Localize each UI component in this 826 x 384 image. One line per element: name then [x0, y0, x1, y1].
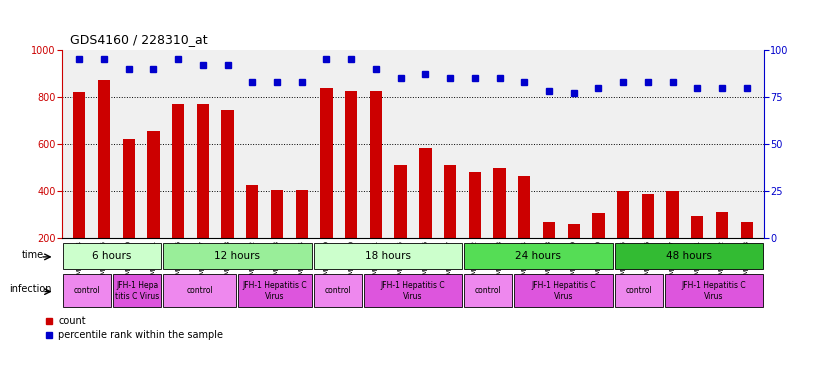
- Bar: [221, 110, 234, 238]
- Bar: [296, 190, 308, 238]
- Bar: [97, 81, 110, 238]
- Bar: [395, 165, 407, 238]
- Bar: [464, 275, 512, 307]
- Bar: [320, 88, 333, 238]
- Text: JFH-1 Hepatitis C
Virus: JFH-1 Hepatitis C Virus: [681, 281, 746, 301]
- Bar: [197, 104, 209, 238]
- Bar: [239, 275, 311, 307]
- Bar: [73, 92, 85, 238]
- Bar: [63, 275, 111, 307]
- Text: GDS4160 / 228310_at: GDS4160 / 228310_at: [70, 33, 208, 46]
- Bar: [617, 191, 629, 238]
- Bar: [667, 191, 679, 238]
- Bar: [515, 275, 613, 307]
- Bar: [691, 217, 704, 238]
- Bar: [147, 131, 159, 238]
- Text: control: control: [325, 286, 351, 295]
- Bar: [363, 275, 463, 307]
- Bar: [63, 243, 161, 269]
- Bar: [468, 172, 481, 238]
- Text: infection: infection: [9, 284, 52, 294]
- Text: control: control: [625, 286, 652, 295]
- Bar: [615, 243, 763, 269]
- Bar: [370, 91, 382, 238]
- Bar: [592, 213, 605, 238]
- Text: percentile rank within the sample: percentile rank within the sample: [59, 330, 223, 340]
- Text: 18 hours: 18 hours: [365, 251, 411, 262]
- Bar: [642, 194, 654, 238]
- Text: control: control: [475, 286, 501, 295]
- Bar: [567, 224, 580, 238]
- Bar: [314, 243, 463, 269]
- Bar: [113, 275, 161, 307]
- Text: JFH-1 Hepatitis C
Virus: JFH-1 Hepatitis C Virus: [381, 281, 445, 301]
- Text: 6 hours: 6 hours: [93, 251, 132, 262]
- Text: 24 hours: 24 hours: [515, 251, 562, 262]
- Bar: [741, 222, 753, 238]
- Bar: [419, 147, 431, 238]
- Bar: [665, 275, 763, 307]
- Text: control: control: [187, 286, 213, 295]
- Text: control: control: [74, 286, 101, 295]
- Bar: [172, 104, 184, 238]
- Text: time: time: [21, 250, 44, 260]
- Bar: [246, 185, 259, 238]
- Bar: [615, 275, 662, 307]
- Text: JFH-1 Hepa
titis C Virus: JFH-1 Hepa titis C Virus: [115, 281, 159, 301]
- Bar: [314, 275, 362, 307]
- Bar: [543, 222, 555, 238]
- Bar: [122, 139, 135, 238]
- Bar: [164, 243, 311, 269]
- Bar: [164, 275, 236, 307]
- Bar: [345, 91, 358, 238]
- Text: JFH-1 Hepatitis C
Virus: JFH-1 Hepatitis C Virus: [531, 281, 596, 301]
- Text: 12 hours: 12 hours: [215, 251, 260, 262]
- Bar: [444, 165, 456, 238]
- Bar: [518, 177, 530, 238]
- Text: count: count: [59, 316, 86, 326]
- Bar: [271, 190, 283, 238]
- Text: JFH-1 Hepatitis C
Virus: JFH-1 Hepatitis C Virus: [243, 281, 307, 301]
- Bar: [464, 243, 613, 269]
- Bar: [493, 167, 506, 238]
- Text: 48 hours: 48 hours: [666, 251, 712, 262]
- Bar: [716, 212, 729, 238]
